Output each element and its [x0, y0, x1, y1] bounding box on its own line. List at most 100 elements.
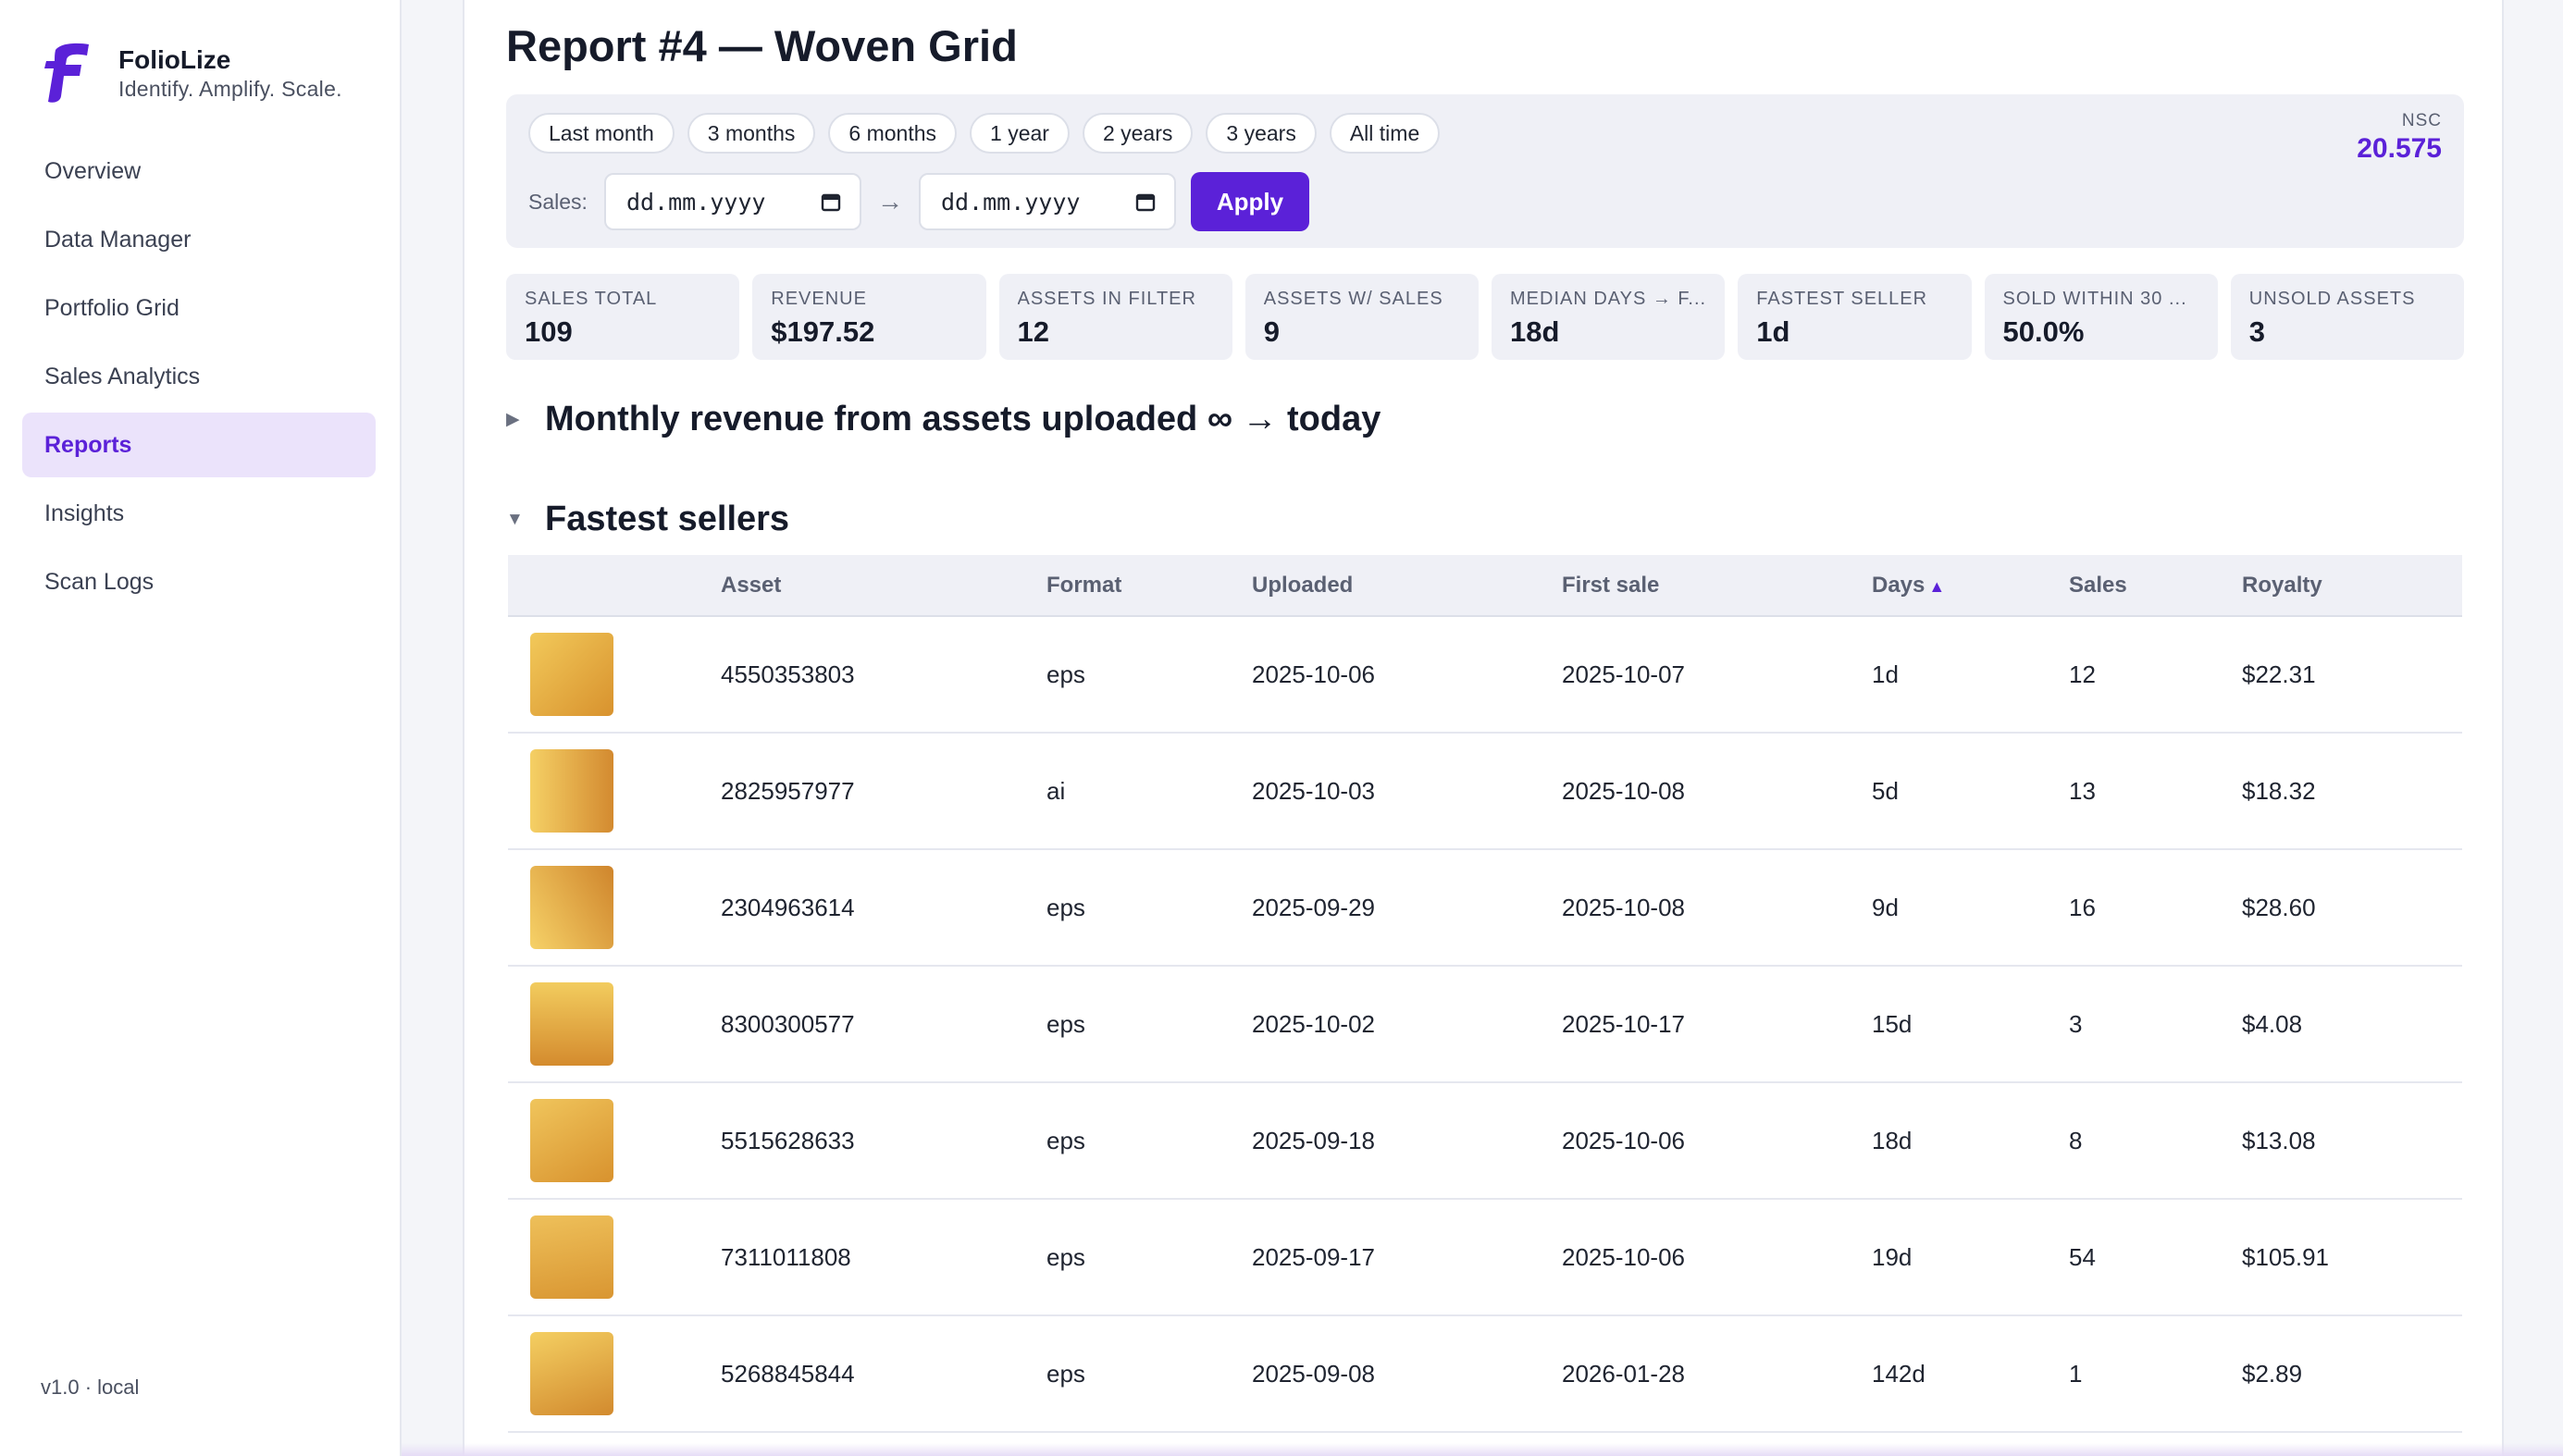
- cell-royalty: $28.60: [2242, 849, 2462, 967]
- range-chip-2-years[interactable]: 2 years: [1082, 113, 1194, 154]
- range-chip-3-months[interactable]: 3 months: [687, 113, 816, 154]
- asset-thumbnail[interactable]: [530, 866, 613, 949]
- column-header-first-sale[interactable]: First sale: [1562, 555, 1872, 617]
- column-header-format[interactable]: Format: [1046, 555, 1252, 617]
- thumbnail-cell: [508, 616, 721, 734]
- stat-value: 50.0%: [2002, 315, 2085, 348]
- fastest-sellers-table: Asset Format Uploaded First sale Days ▲ S…: [508, 555, 2462, 1433]
- table-header-row: Asset Format Uploaded First sale Days ▲ S…: [508, 555, 2462, 617]
- date-to-placeholder: dd.mm.yyyy: [940, 188, 1081, 216]
- range-chip-last-month[interactable]: Last month: [528, 113, 675, 154]
- stat-value: 12: [1017, 315, 1049, 348]
- sidebar-item-sales-analytics[interactable]: Sales Analytics: [44, 363, 201, 389]
- asset-thumbnail[interactable]: [530, 1099, 613, 1182]
- stat-value: $197.52: [771, 315, 875, 348]
- cell-asset[interactable]: 5268845844: [721, 1315, 1046, 1433]
- table-row[interactable]: 2304963614 eps 2025-09-29 2025-10-08 9d 16 $28…: [508, 849, 2462, 967]
- cell-format: eps: [1046, 966, 1252, 1083]
- cell-sales: 12: [2069, 616, 2242, 734]
- calendar-icon[interactable]: [1135, 191, 1156, 212]
- sidebar-item-scan-logs[interactable]: Scan Logs: [44, 568, 155, 595]
- stat-value: 109: [525, 315, 573, 348]
- table-row[interactable]: 5515628633 eps 2025-09-18 2025-10-06 18d 8 $13…: [508, 1082, 2462, 1200]
- asset-thumbnail[interactable]: [530, 749, 613, 833]
- stat-card: SALES TOTAL 109: [506, 274, 740, 360]
- cell-format: eps: [1046, 616, 1252, 734]
- cell-first-sale: 2025-10-07: [1562, 616, 1872, 734]
- caret-right-icon: ▶: [506, 410, 520, 429]
- column-header-asset[interactable]: Asset: [721, 555, 1046, 617]
- range-chip-6-months[interactable]: 6 months: [828, 113, 958, 154]
- cell-format: eps: [1046, 849, 1252, 967]
- table-row[interactable]: 5268845844 eps 2025-09-08 2026-01-28 142d 1 $2…: [508, 1315, 2462, 1433]
- cell-asset[interactable]: 4550353803: [721, 616, 1046, 734]
- stat-label: MEDIAN DAYS → F...: [1510, 289, 1707, 309]
- column-header-sales[interactable]: Sales: [2069, 555, 2242, 617]
- cell-asset[interactable]: 7311011808: [721, 1199, 1046, 1316]
- cell-asset[interactable]: 2304963614: [721, 849, 1046, 967]
- cell-days: 142d: [1872, 1315, 2069, 1433]
- fastest-sellers-section-toggle[interactable]: ▼ Fastest sellers: [506, 500, 789, 539]
- asset-thumbnail[interactable]: [530, 982, 613, 1066]
- date-from-input[interactable]: dd.mm.yyyy: [603, 173, 861, 230]
- asset-thumbnail[interactable]: [530, 633, 613, 716]
- sidebar-item-reports[interactable]: Reports: [22, 413, 376, 477]
- cell-first-sale: 2025-10-06: [1562, 1082, 1872, 1200]
- column-header-royalty[interactable]: Royalty: [2242, 555, 2462, 617]
- thumbnail-cell: [508, 733, 721, 850]
- sidebar-item-data-manager[interactable]: Data Manager: [44, 226, 192, 253]
- page-title: Report #4 — Woven Grid: [506, 21, 1018, 70]
- thumbnail-cell: [508, 849, 721, 967]
- cell-days: 9d: [1872, 849, 2069, 967]
- cell-royalty: $4.08: [2242, 966, 2462, 1083]
- sidebar: FolioLize Identify. Amplify. Scale. Over…: [0, 0, 402, 1456]
- sales-date-row: Sales: dd.mm.yyyy → dd.mm.yyyy Apply: [528, 172, 1309, 231]
- cell-asset[interactable]: 2825957977: [721, 733, 1046, 850]
- stat-label: FASTEST SELLER: [1756, 289, 1928, 309]
- cell-sales: 3: [2069, 966, 2242, 1083]
- sidebar-item-insights[interactable]: Insights: [44, 500, 125, 526]
- table-row[interactable]: 4550353803 eps 2025-10-06 2025-10-07 1d 12 $22…: [508, 616, 2462, 734]
- sales-label: Sales:: [528, 189, 588, 214]
- date-to-input[interactable]: dd.mm.yyyy: [918, 173, 1176, 230]
- cell-first-sale: 2026-01-28: [1562, 1315, 1872, 1433]
- cell-uploaded: 2025-09-17: [1252, 1199, 1562, 1316]
- sidebar-item-overview[interactable]: Overview: [44, 157, 142, 184]
- brand[interactable]: FolioLize Identify. Amplify. Scale.: [41, 41, 342, 105]
- table-row[interactable]: 7311011808 eps 2025-09-17 2025-10-06 19d 54 $1…: [508, 1199, 2462, 1316]
- section-title-monthly: Monthly revenue from assets uploaded ∞ →…: [545, 400, 1381, 438]
- asset-thumbnail[interactable]: [530, 1215, 613, 1299]
- cell-sales: 16: [2069, 849, 2242, 967]
- cell-days: 15d: [1872, 966, 2069, 1083]
- table-row[interactable]: 8300300577 eps 2025-10-02 2025-10-17 15d 3 $4.…: [508, 966, 2462, 1083]
- monthly-revenue-section-toggle[interactable]: ▶ Monthly revenue from assets uploaded ∞…: [506, 400, 1381, 439]
- asset-thumbnail[interactable]: [530, 1332, 613, 1415]
- stat-value: 9: [1263, 315, 1280, 348]
- stat-label: ASSETS W/ SALES: [1263, 289, 1443, 309]
- cell-days: 5d: [1872, 733, 2069, 850]
- cell-asset[interactable]: 5515628633: [721, 1082, 1046, 1200]
- calendar-icon[interactable]: [821, 191, 841, 212]
- cell-days: 18d: [1872, 1082, 2069, 1200]
- bottom-scroll-shadow: [402, 1443, 2563, 1456]
- thumbnail-cell: [508, 1082, 721, 1200]
- sidebar-item-portfolio-grid[interactable]: Portfolio Grid: [44, 294, 180, 321]
- apply-button[interactable]: Apply: [1190, 172, 1309, 231]
- cell-asset[interactable]: 8300300577: [721, 966, 1046, 1083]
- cell-uploaded: 2025-09-08: [1252, 1315, 1562, 1433]
- cell-sales: 13: [2069, 733, 2242, 850]
- range-chip-1-year[interactable]: 1 year: [970, 113, 1070, 154]
- range-chip-all-time[interactable]: All time: [1329, 113, 1441, 154]
- stat-value: 3: [2248, 315, 2265, 348]
- range-chip-3-years[interactable]: 3 years: [1206, 113, 1317, 154]
- stats-row: SALES TOTAL 109 REVENUE $197.52 ASSETS IN …: [506, 274, 2464, 360]
- column-header-uploaded[interactable]: Uploaded: [1252, 555, 1562, 617]
- column-header-days[interactable]: Days ▲: [1872, 555, 2069, 617]
- stat-label: REVENUE: [771, 289, 867, 309]
- cell-royalty: $2.89: [2242, 1315, 2462, 1433]
- thumbnail-cell: [508, 1199, 721, 1316]
- stat-value: 1d: [1756, 315, 1790, 348]
- cell-days: 19d: [1872, 1199, 2069, 1316]
- table-row[interactable]: 2825957977 ai 2025-10-03 2025-10-08 5d 13 $18.…: [508, 733, 2462, 850]
- column-header-days-label: Days: [1872, 572, 1925, 598]
